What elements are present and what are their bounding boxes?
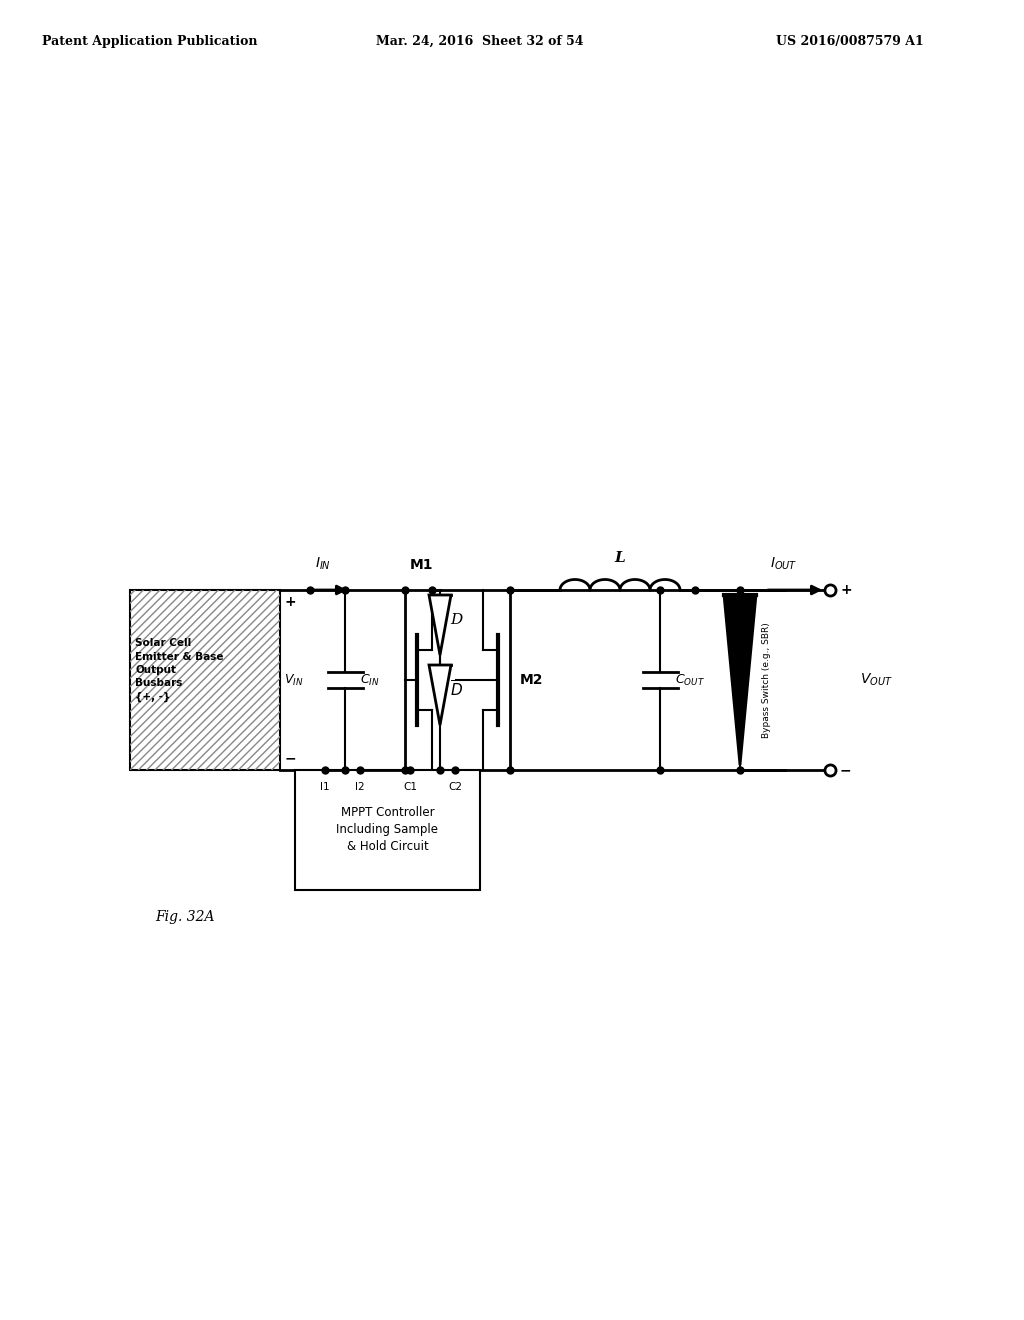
Text: I2: I2 [355,781,365,792]
Text: C2: C2 [449,781,462,792]
Bar [295,770,480,890]
Text: Mar. 24, 2016  Sheet 32 of 54: Mar. 24, 2016 Sheet 32 of 54 [376,36,584,48]
Text: $V_{OUT}$: $V_{OUT}$ [860,672,893,688]
Text: $C_{IN}$: $C_{IN}$ [360,672,380,688]
Text: US 2016/0087579 A1: US 2016/0087579 A1 [776,36,924,48]
Text: M1: M1 [410,558,433,572]
Text: D: D [450,612,462,627]
Text: Fig. 32A: Fig. 32A [155,909,214,924]
Text: $I_{IN}$: $I_{IN}$ [315,556,331,572]
Text: MPPT Controller
Including Sample
& Hold Circuit: MPPT Controller Including Sample & Hold … [337,807,438,854]
Text: $\overline{D}$: $\overline{D}$ [450,680,464,700]
Text: −: − [840,763,852,777]
Text: C1: C1 [403,781,417,792]
Text: $C_{OUT}$: $C_{OUT}$ [675,672,705,688]
Text: $I_{OUT}$: $I_{OUT}$ [770,556,798,572]
Text: $V_{IN}$: $V_{IN}$ [284,672,303,688]
Text: Bypass Switch (e.g., SBR): Bypass Switch (e.g., SBR) [762,622,771,738]
Text: M2: M2 [520,673,544,686]
Text: I1: I1 [321,781,330,792]
Polygon shape [724,595,756,766]
Text: Patent Application Publication: Patent Application Publication [42,36,258,48]
Polygon shape [429,665,451,725]
Text: +: + [285,595,297,609]
Text: L: L [614,550,626,565]
Bar [130,590,280,770]
Text: −: − [285,751,297,766]
Text: +: + [840,583,852,597]
Polygon shape [429,595,451,655]
Text: Solar Cell
Emitter & Base
Output
Busbars
{+, -}: Solar Cell Emitter & Base Output Busbars… [135,639,223,701]
Bar [130,590,280,770]
